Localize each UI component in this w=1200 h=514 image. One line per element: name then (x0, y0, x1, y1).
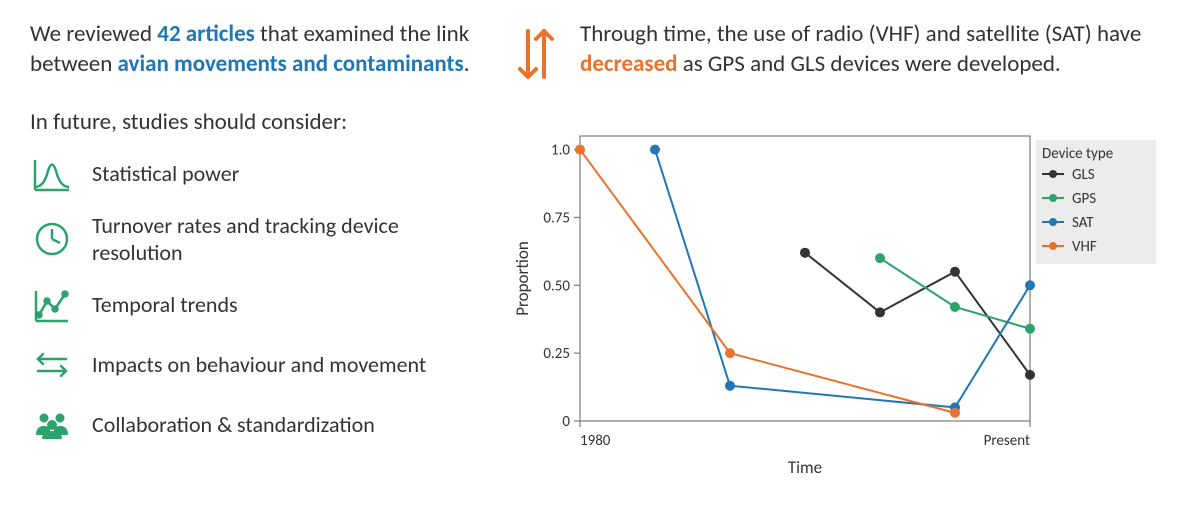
device-type-chart: 0 0.25 0.50 0.75 1.0 1980 Present Time Proportio… (510, 108, 1170, 494)
clock-icon (30, 217, 74, 261)
svg-text:GPS: GPS (1072, 190, 1096, 208)
intro-hl2: avian movements and contaminants (118, 50, 464, 78)
list-item: Temporal trends (30, 283, 470, 327)
svg-text:0.25: 0.25 (543, 345, 570, 363)
list-item: Turnover rates and tracking device resol… (30, 212, 470, 267)
right-p1: Through time, the use of radio (VHF) and… (580, 20, 1141, 48)
svg-text:1.0: 1.0 (551, 142, 570, 160)
trend-icon (30, 283, 74, 327)
svg-text:Time: Time (788, 457, 822, 478)
right-hl: decreased (580, 50, 678, 78)
future-heading: In future, studies should consider: (30, 108, 470, 138)
intro-p3: . (464, 50, 470, 78)
right-column: Through time, the use of radio (VHF) and… (510, 20, 1170, 494)
arrows-lr-icon (30, 343, 74, 387)
list-item-label: Impacts on behaviour and movement (92, 351, 426, 379)
chart-svg: 0 0.25 0.50 0.75 1.0 1980 Present Time Proportio… (510, 108, 1170, 494)
svg-text:Device type: Device type (1042, 145, 1113, 163)
intro-p1: We reviewed (30, 20, 157, 48)
right-text: Through time, the use of radio (VHF) and… (580, 20, 1170, 80)
intro-hl1: 42 articles (157, 20, 255, 48)
svg-text:0: 0 (562, 413, 570, 431)
right-p2: as GPS and GLS devices were developed. (678, 50, 1061, 78)
people-icon (30, 403, 74, 447)
list-item-label: Statistical power (92, 160, 239, 188)
list-item-label: Turnover rates and tracking device resol… (92, 212, 470, 267)
svg-text:VHF: VHF (1072, 238, 1097, 256)
updown-arrows-icon (510, 20, 562, 88)
right-top-row: Through time, the use of radio (VHF) and… (510, 20, 1170, 88)
left-column: We reviewed 42 articles that examined th… (30, 20, 470, 494)
svg-text:Present: Present (984, 432, 1030, 450)
svg-text:Proportion: Proportion (512, 241, 533, 316)
svg-text:1980: 1980 (580, 432, 611, 450)
list-item-label: Collaboration & standardization (92, 411, 375, 439)
list-item: Statistical power (30, 152, 470, 196)
bell-curve-icon (30, 152, 74, 196)
svg-text:SAT: SAT (1072, 214, 1094, 232)
considerations-list: Statistical power Turnover rates and tra… (30, 152, 470, 447)
svg-text:GLS: GLS (1072, 166, 1095, 184)
intro-text: We reviewed 42 articles that examined th… (30, 20, 470, 80)
svg-text:0.50: 0.50 (543, 277, 570, 295)
list-item: Collaboration & standardization (30, 403, 470, 447)
svg-text:0.75: 0.75 (543, 209, 570, 227)
list-item: Impacts on behaviour and movement (30, 343, 470, 387)
list-item-label: Temporal trends (92, 291, 238, 319)
